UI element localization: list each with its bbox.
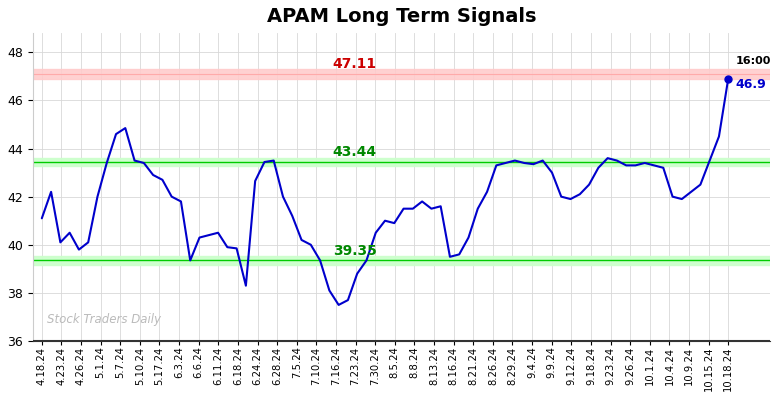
Text: 39.35: 39.35 [333, 244, 377, 258]
Text: 43.44: 43.44 [333, 145, 377, 159]
Text: 16:00: 16:00 [735, 56, 771, 66]
Text: 46.9: 46.9 [735, 78, 767, 91]
Bar [33, 256, 770, 265]
Bar [33, 69, 770, 79]
Bar [33, 158, 770, 166]
Text: 47.11: 47.11 [333, 57, 377, 71]
Text: Stock Traders Daily: Stock Traders Daily [47, 312, 162, 326]
Title: APAM Long Term Signals: APAM Long Term Signals [267, 7, 536, 26]
